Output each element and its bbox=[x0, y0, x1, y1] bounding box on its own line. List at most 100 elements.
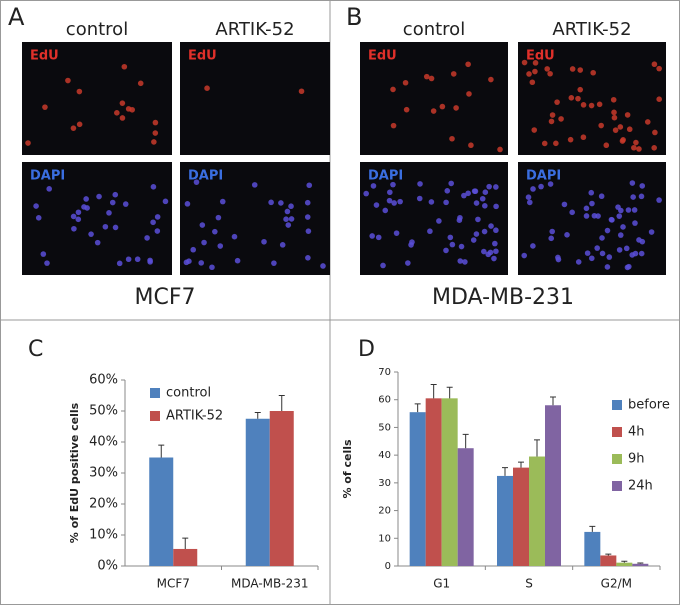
cell bbox=[416, 195, 423, 202]
x-tick-label: G1 bbox=[433, 577, 450, 591]
cell bbox=[151, 139, 157, 145]
cell bbox=[430, 108, 437, 114]
cell bbox=[651, 145, 657, 151]
stain-label: DAPI bbox=[188, 169, 223, 184]
y-tick-label: 60% bbox=[89, 373, 118, 388]
y-tick-label: 40% bbox=[89, 435, 118, 450]
cell bbox=[190, 246, 197, 253]
cell bbox=[493, 248, 499, 255]
error-bar bbox=[278, 395, 285, 411]
cell bbox=[417, 181, 423, 187]
error-bar bbox=[534, 439, 540, 457]
cell bbox=[402, 79, 409, 86]
cell bbox=[129, 106, 136, 113]
bar bbox=[600, 555, 617, 566]
cell bbox=[439, 103, 446, 110]
cell bbox=[375, 234, 382, 241]
cell bbox=[493, 184, 499, 190]
cell bbox=[623, 245, 630, 252]
cell bbox=[549, 228, 556, 235]
stain-label: EdU bbox=[30, 49, 59, 64]
y-tick-label: 0% bbox=[97, 559, 118, 574]
cell bbox=[215, 214, 222, 221]
error-bar bbox=[518, 461, 524, 468]
cell bbox=[485, 251, 492, 258]
cell bbox=[423, 73, 430, 80]
cell bbox=[112, 191, 119, 198]
cell bbox=[70, 213, 77, 220]
cell bbox=[555, 256, 562, 263]
legend-swatch bbox=[612, 481, 622, 491]
cell bbox=[629, 180, 636, 186]
bar bbox=[616, 562, 633, 566]
error-bar bbox=[637, 562, 644, 564]
cell bbox=[549, 112, 556, 118]
cell bbox=[137, 80, 144, 87]
cell bbox=[152, 130, 159, 136]
cell bbox=[648, 229, 655, 235]
error-bar bbox=[446, 386, 453, 399]
cell bbox=[427, 228, 433, 235]
cell bbox=[251, 182, 258, 188]
cell bbox=[304, 199, 311, 206]
cell bbox=[525, 194, 532, 200]
cell bbox=[306, 182, 313, 189]
cell bbox=[109, 199, 116, 206]
cell bbox=[285, 222, 292, 228]
cell bbox=[81, 204, 87, 210]
cell bbox=[119, 100, 126, 106]
cell bbox=[449, 135, 455, 142]
y-tick-label: 50 bbox=[378, 422, 391, 433]
panel-label: D bbox=[358, 337, 375, 362]
cell bbox=[447, 234, 454, 241]
cell bbox=[479, 195, 486, 202]
caption: MDA-MB-231 bbox=[432, 285, 574, 310]
cell bbox=[492, 240, 498, 247]
cell bbox=[457, 214, 463, 221]
cell bbox=[397, 198, 403, 205]
legend-swatch bbox=[150, 388, 160, 398]
column-label: ARTIK-52 bbox=[552, 19, 631, 40]
legend-label: 9h bbox=[628, 452, 645, 467]
cell bbox=[453, 105, 459, 111]
cell bbox=[88, 231, 94, 237]
column-label: control bbox=[403, 19, 465, 40]
cell bbox=[544, 66, 550, 72]
cell bbox=[625, 207, 632, 213]
cell bbox=[288, 216, 295, 222]
cell bbox=[204, 85, 210, 91]
y-tick-label: 50% bbox=[89, 404, 118, 419]
error-bar bbox=[502, 467, 508, 476]
cell bbox=[465, 61, 471, 68]
y-tick-label: 70 bbox=[378, 367, 391, 378]
cell bbox=[633, 139, 639, 146]
cell bbox=[462, 259, 468, 265]
cell bbox=[575, 95, 581, 102]
cell bbox=[577, 67, 584, 73]
cell bbox=[656, 197, 662, 203]
cell bbox=[198, 260, 205, 266]
cell bbox=[486, 183, 492, 190]
cell bbox=[466, 91, 472, 97]
cell bbox=[121, 63, 128, 70]
cell bbox=[112, 224, 119, 231]
cell bbox=[288, 203, 294, 210]
error-bar bbox=[462, 433, 469, 449]
cell bbox=[624, 264, 631, 271]
cell bbox=[25, 140, 31, 146]
caption: MCF7 bbox=[135, 285, 196, 310]
cell bbox=[150, 184, 157, 190]
cell bbox=[261, 238, 267, 245]
cell bbox=[583, 213, 590, 219]
cell bbox=[470, 237, 477, 243]
column-label: ARTIK-52 bbox=[215, 19, 294, 40]
cell bbox=[75, 209, 82, 216]
cell bbox=[217, 243, 224, 249]
cell bbox=[134, 256, 141, 263]
panel-label: B bbox=[346, 3, 362, 31]
cell bbox=[497, 146, 503, 153]
cell bbox=[532, 68, 538, 75]
cell bbox=[568, 95, 575, 101]
